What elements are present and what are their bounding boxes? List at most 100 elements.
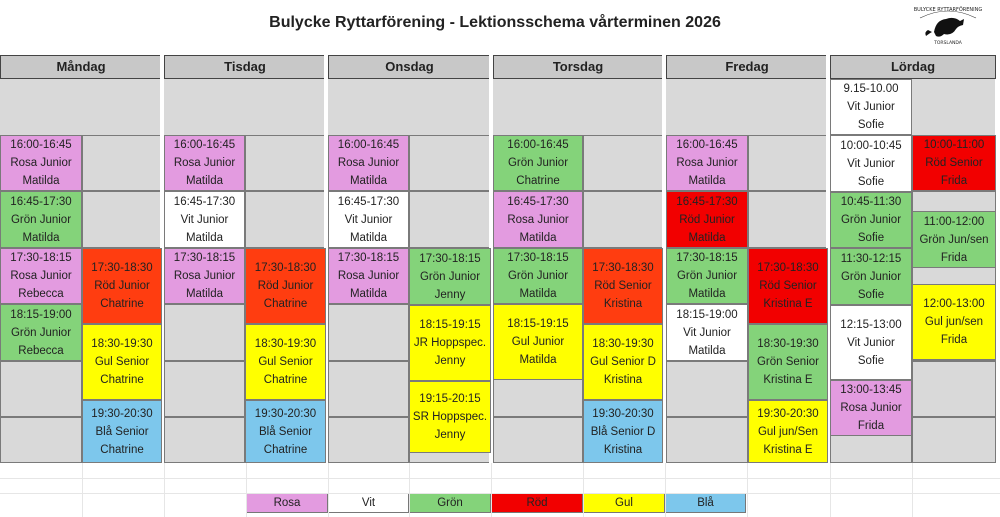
lesson-cell[interactable]: 19:30-20:30 Blå Senior Chatrine <box>245 400 326 463</box>
lesson-cell[interactable]: 16:00-16:45 Rosa Junior Matilda <box>328 135 409 191</box>
lesson-group: Rosa Junior <box>507 213 569 226</box>
empty-cell <box>583 191 663 248</box>
sheet-gridline <box>246 463 247 517</box>
legend-item-rosa: Rosa <box>246 493 328 513</box>
sheet-gridline <box>164 463 165 517</box>
lesson-group: Grön Junior <box>419 270 481 283</box>
legend-item-vit: Vit <box>328 493 409 513</box>
empty-cell <box>164 417 245 463</box>
lesson-time: 18:30-19:30 <box>592 338 654 350</box>
lesson-cell[interactable]: 16:00-16:45 Grön Junior Chatrine <box>493 135 583 191</box>
lesson-cell[interactable]: 17:30-18:15 Rosa Junior Rebecca <box>0 248 82 304</box>
lesson-cell[interactable]: 16:00-16:45 Rosa Junior Matilda <box>164 135 245 191</box>
lesson-cell[interactable]: 17:30-18:30 Röd Junior Chatrine <box>245 248 326 324</box>
lesson-time: 19:30-20:30 <box>757 407 819 420</box>
lesson-cell[interactable]: 16:00-16:45 Rosa Junior Matilda <box>0 135 82 191</box>
sheet-gridline <box>0 478 1000 479</box>
lesson-time: 17:30-18:30 <box>757 262 819 274</box>
lesson-cell[interactable]: 17:30-18:15 Grön Junior Matilda <box>493 248 583 304</box>
lesson-time: 18:30-19:30 <box>757 338 819 350</box>
lesson-cell[interactable]: 9.15-10.00 Vit Junior Sofie <box>830 79 912 135</box>
sheet-gridline <box>583 463 584 517</box>
lesson-cell[interactable]: 19:30-20:30 Blå Senior Chatrine <box>82 400 162 463</box>
lesson-time: 18:30-19:30 <box>91 338 153 350</box>
lesson-cell[interactable]: 19:15-20:15 SR Hoppspec. Jenny <box>409 381 491 453</box>
empty-cell <box>82 191 162 248</box>
lesson-time: 17:30-18:15 <box>173 252 236 264</box>
lesson-group: Blå Senior <box>95 425 149 438</box>
empty-cell <box>0 361 82 417</box>
lesson-time: 16:45-17:30 <box>676 195 738 208</box>
lesson-time: 16:45-17:30 <box>337 195 400 208</box>
lesson-cell[interactable]: 18:15-19:00 Vit Junior Matilda <box>666 304 748 361</box>
lesson-time: 19:15-20:15 <box>419 393 481 405</box>
lesson-cell[interactable]: 11:00-12:00 Grön Jun/sen Frida <box>912 211 996 268</box>
lesson-group: Röd Senior <box>594 280 652 292</box>
lesson-teacher: Sofie <box>857 232 885 244</box>
lesson-cell[interactable]: 19:30-20:30 Blå Senior D Kristina <box>583 400 663 463</box>
lesson-cell[interactable]: 18:15-19:00 Grön Junior Rebecca <box>0 304 82 361</box>
lesson-teacher: Matilda <box>185 288 224 300</box>
lesson-cell[interactable]: 17:30-18:15 Grön Junior Matilda <box>666 248 748 304</box>
lesson-cell[interactable]: 17:30-18:15 Rosa Junior Matilda <box>328 248 409 304</box>
lesson-group: Rosa Junior <box>337 157 400 169</box>
lesson-group: Grön Junior <box>507 157 569 169</box>
lesson-cell[interactable]: 16:45-17:30 Vit Junior Matilda <box>328 191 409 248</box>
lesson-teacher: Kristina <box>603 298 643 310</box>
sheet-gridline <box>665 463 666 517</box>
legend-item-blå: Blå <box>665 493 746 513</box>
day-header: Fredag <box>666 55 828 79</box>
lesson-cell[interactable]: 13:00-13:45 Rosa Junior Frida <box>830 380 912 436</box>
lesson-cell[interactable]: 10:00-10:45 Vit Junior Sofie <box>830 135 912 192</box>
lesson-cell[interactable]: 16:45-17:30 Röd Junior Matilda <box>666 191 748 248</box>
lesson-time: 9.15-10.00 <box>843 83 899 95</box>
lesson-group: Röd Senior <box>925 157 983 169</box>
lesson-time: 18:15-19:15 <box>507 318 569 330</box>
lesson-teacher: Frida <box>857 420 885 432</box>
day-separator <box>489 55 493 463</box>
lesson-group: Grön Jun/sen <box>919 233 989 246</box>
lesson-cell[interactable]: 16:45-17:30 Vit Junior Matilda <box>164 191 245 248</box>
lesson-teacher: Frida <box>940 175 968 187</box>
lesson-cell[interactable]: 17:30-18:30 Röd Senior Kristina E <box>748 248 828 324</box>
lesson-cell[interactable]: 18:30-19:30 Gul Senior D Kristina <box>583 324 663 400</box>
lesson-cell[interactable]: 17:30-18:15 Grön Junior Jenny <box>409 248 491 305</box>
empty-cell <box>409 191 491 248</box>
lesson-cell[interactable]: 18:15-19:15 JR Hoppspec. Jenny <box>409 305 491 381</box>
lesson-teacher: Chatrine <box>100 298 144 310</box>
lesson-group: Rosa Junior <box>676 157 738 169</box>
lesson-cell[interactable]: 19:30-20:30 Gul jun/Sen Kristina E <box>748 400 828 463</box>
lesson-cell[interactable]: 18:30-19:30 Gul Senior Chatrine <box>245 324 326 400</box>
lesson-cell[interactable]: 16:45-17:30 Rosa Junior Matilda <box>493 191 583 248</box>
lesson-cell[interactable]: 18:30-19:30 Grön Senior Kristina E <box>748 324 828 400</box>
lesson-cell[interactable]: 16:45-17:30 Grön Junior Matilda <box>0 191 82 248</box>
lesson-time: 18:15-19:00 <box>676 308 738 321</box>
lesson-group: Rosa Junior <box>173 157 236 169</box>
lesson-group: Rosa Junior <box>10 157 72 169</box>
lesson-cell[interactable]: 16:00-16:45 Rosa Junior Matilda <box>666 135 748 191</box>
lesson-teacher: Sofie <box>857 288 885 301</box>
lesson-group: Grön Junior <box>840 214 902 226</box>
lesson-cell[interactable]: 17:30-18:30 Röd Junior Chatrine <box>82 248 162 324</box>
lesson-cell[interactable]: 10:45-11:30 Grön Junior Sofie <box>830 192 912 248</box>
lesson-cell[interactable]: 17:30-18:15 Rosa Junior Matilda <box>164 248 245 304</box>
lesson-group: Gul Senior <box>94 356 150 368</box>
lesson-cell[interactable]: 10:00-11:00 Röd Senior Frida <box>912 135 996 191</box>
lesson-cell[interactable]: 18:30-19:30 Gul Senior Chatrine <box>82 324 162 400</box>
lesson-time: 17:30-18:30 <box>254 262 317 274</box>
lesson-cell[interactable]: 12:00-13:00 Gul jun/sen Frida <box>912 284 996 360</box>
lesson-time: 16:00-16:45 <box>337 139 400 151</box>
day-separator <box>662 55 666 463</box>
lesson-cell[interactable]: 12:15-13:00 Vit Junior Sofie <box>830 305 912 380</box>
empty-cell <box>164 361 245 417</box>
lesson-group: Vit Junior <box>683 326 731 339</box>
empty-cell <box>0 417 82 463</box>
lesson-group: Röd Junior <box>679 213 735 226</box>
lesson-time: 10:00-10:45 <box>840 139 902 152</box>
lesson-cell[interactable]: 18:15-19:15 Gul Junior Matilda <box>493 304 583 380</box>
lesson-cell[interactable]: 17:30-18:30 Röd Senior Kristina <box>583 248 663 324</box>
lesson-group: Rosa Junior <box>173 270 236 282</box>
lesson-cell[interactable]: 11:30-12:15 Grön Junior Sofie <box>830 248 912 305</box>
lesson-time: 12:15-13:00 <box>840 318 902 331</box>
lesson-group: Vit Junior <box>344 213 393 226</box>
